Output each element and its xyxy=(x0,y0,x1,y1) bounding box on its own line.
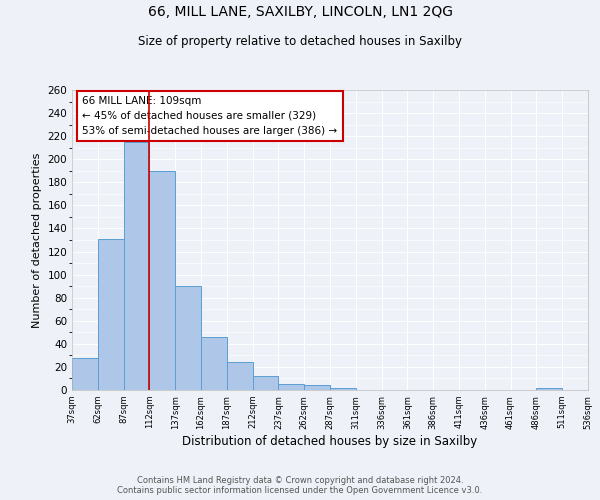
Text: Contains HM Land Registry data © Crown copyright and database right 2024.
Contai: Contains HM Land Registry data © Crown c… xyxy=(118,476,482,495)
Text: Distribution of detached houses by size in Saxilby: Distribution of detached houses by size … xyxy=(182,435,478,448)
Bar xyxy=(149,171,175,390)
Bar xyxy=(253,376,278,390)
Bar xyxy=(536,388,562,390)
Bar xyxy=(227,362,253,390)
Bar xyxy=(304,386,330,390)
Text: 66 MILL LANE: 109sqm
← 45% of detached houses are smaller (329)
53% of semi-deta: 66 MILL LANE: 109sqm ← 45% of detached h… xyxy=(82,96,337,136)
Y-axis label: Number of detached properties: Number of detached properties xyxy=(32,152,42,328)
Bar xyxy=(175,286,201,390)
Text: Size of property relative to detached houses in Saxilby: Size of property relative to detached ho… xyxy=(138,35,462,48)
Bar xyxy=(98,239,124,390)
Text: 66, MILL LANE, SAXILBY, LINCOLN, LN1 2QG: 66, MILL LANE, SAXILBY, LINCOLN, LN1 2QG xyxy=(148,5,452,19)
Bar xyxy=(330,388,356,390)
Bar xyxy=(72,358,98,390)
Bar xyxy=(278,384,304,390)
Bar xyxy=(201,337,227,390)
Bar xyxy=(124,142,149,390)
